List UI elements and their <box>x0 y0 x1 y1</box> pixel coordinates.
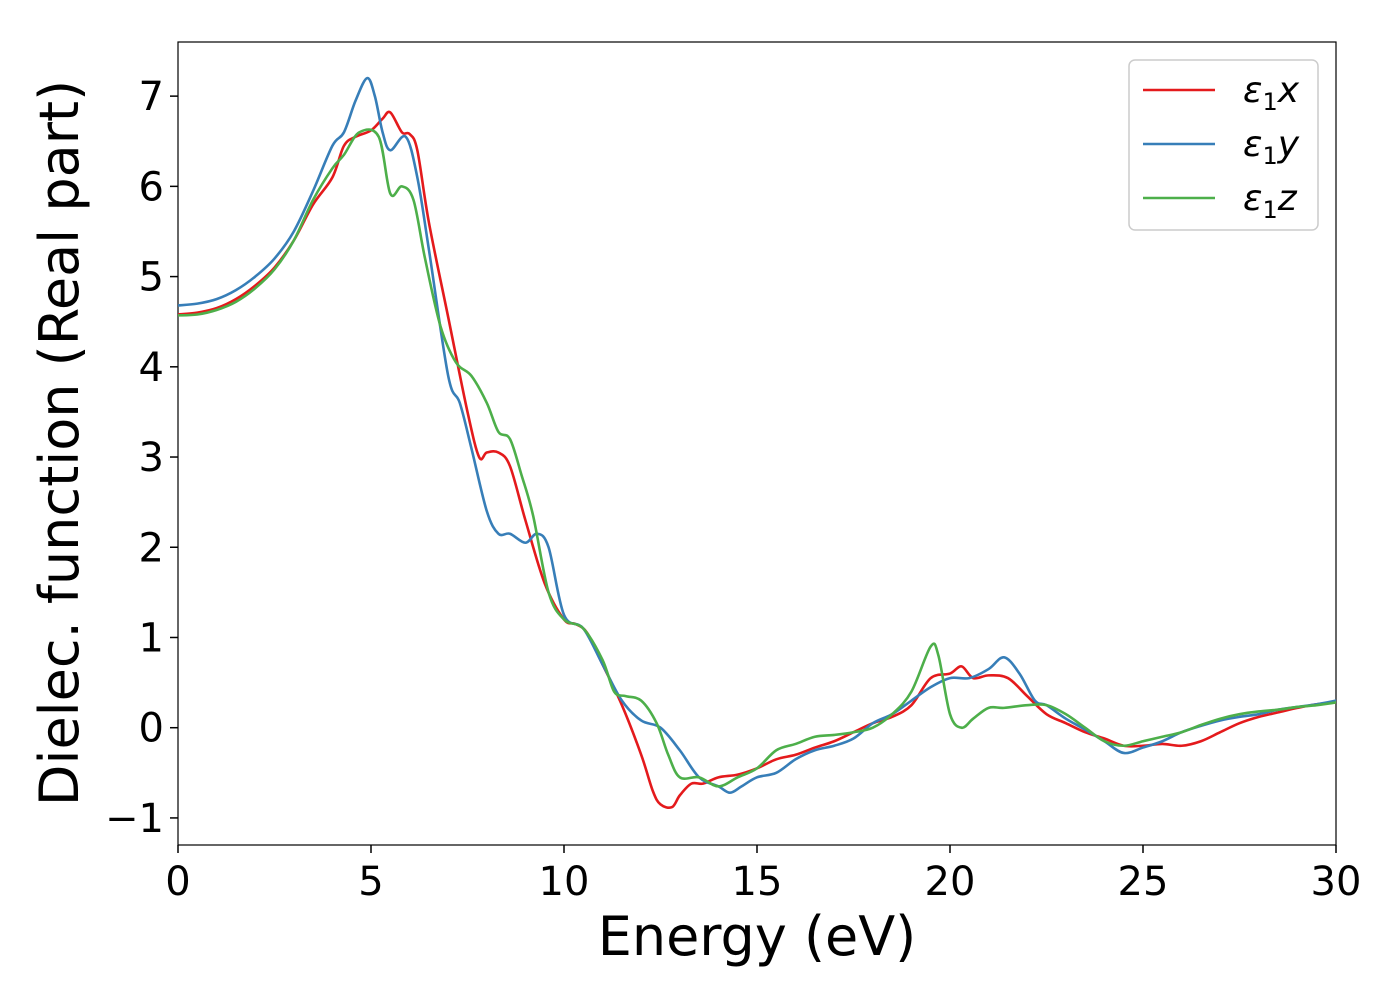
x-axis: 0 5 10 15 20 25 30 <box>165 845 1361 905</box>
x-axis-title: Energy (eV) <box>598 905 917 968</box>
y-tick-label: −1 <box>105 796 164 842</box>
legend-label: ε1y <box>1243 124 1300 170</box>
y-tick-label: 4 <box>139 345 164 391</box>
series-line-x <box>178 110 1336 809</box>
y-tick-label: 0 <box>139 706 164 752</box>
legend-label: ε1z <box>1243 178 1298 224</box>
series-layer <box>178 76 1336 809</box>
y-tick-label: 3 <box>139 435 164 481</box>
y-tick-label: 2 <box>139 525 164 571</box>
legend-item-y: ε1y <box>1143 124 1300 170</box>
series-line-z <box>178 128 1336 788</box>
legend-item-x: ε1x <box>1143 70 1300 116</box>
legend-box <box>1128 59 1319 231</box>
y-axis: −1 0 1 2 3 4 5 6 7 <box>105 74 178 842</box>
legend: ε1x ε1y ε1z <box>1128 59 1319 231</box>
legend-items: ε1x ε1y ε1z <box>1143 70 1300 224</box>
legend-label: ε1x <box>1243 70 1300 116</box>
y-tick-label: 6 <box>139 164 164 210</box>
x-tick-label: 30 <box>1311 859 1362 905</box>
x-tick-label: 25 <box>1118 859 1169 905</box>
x-tick-label: 5 <box>358 859 383 905</box>
x-tick-label: 10 <box>539 859 590 905</box>
legend-item-z: ε1z <box>1143 178 1298 224</box>
x-tick-label: 20 <box>925 859 976 905</box>
y-axis-title: Dielec. function (Real part) <box>28 80 91 806</box>
y-tick-label: 7 <box>139 74 164 120</box>
y-tick-label: 5 <box>139 255 164 301</box>
x-tick-label: 0 <box>165 859 190 905</box>
y-tick-label: 1 <box>139 615 164 661</box>
x-tick-label: 15 <box>732 859 783 905</box>
